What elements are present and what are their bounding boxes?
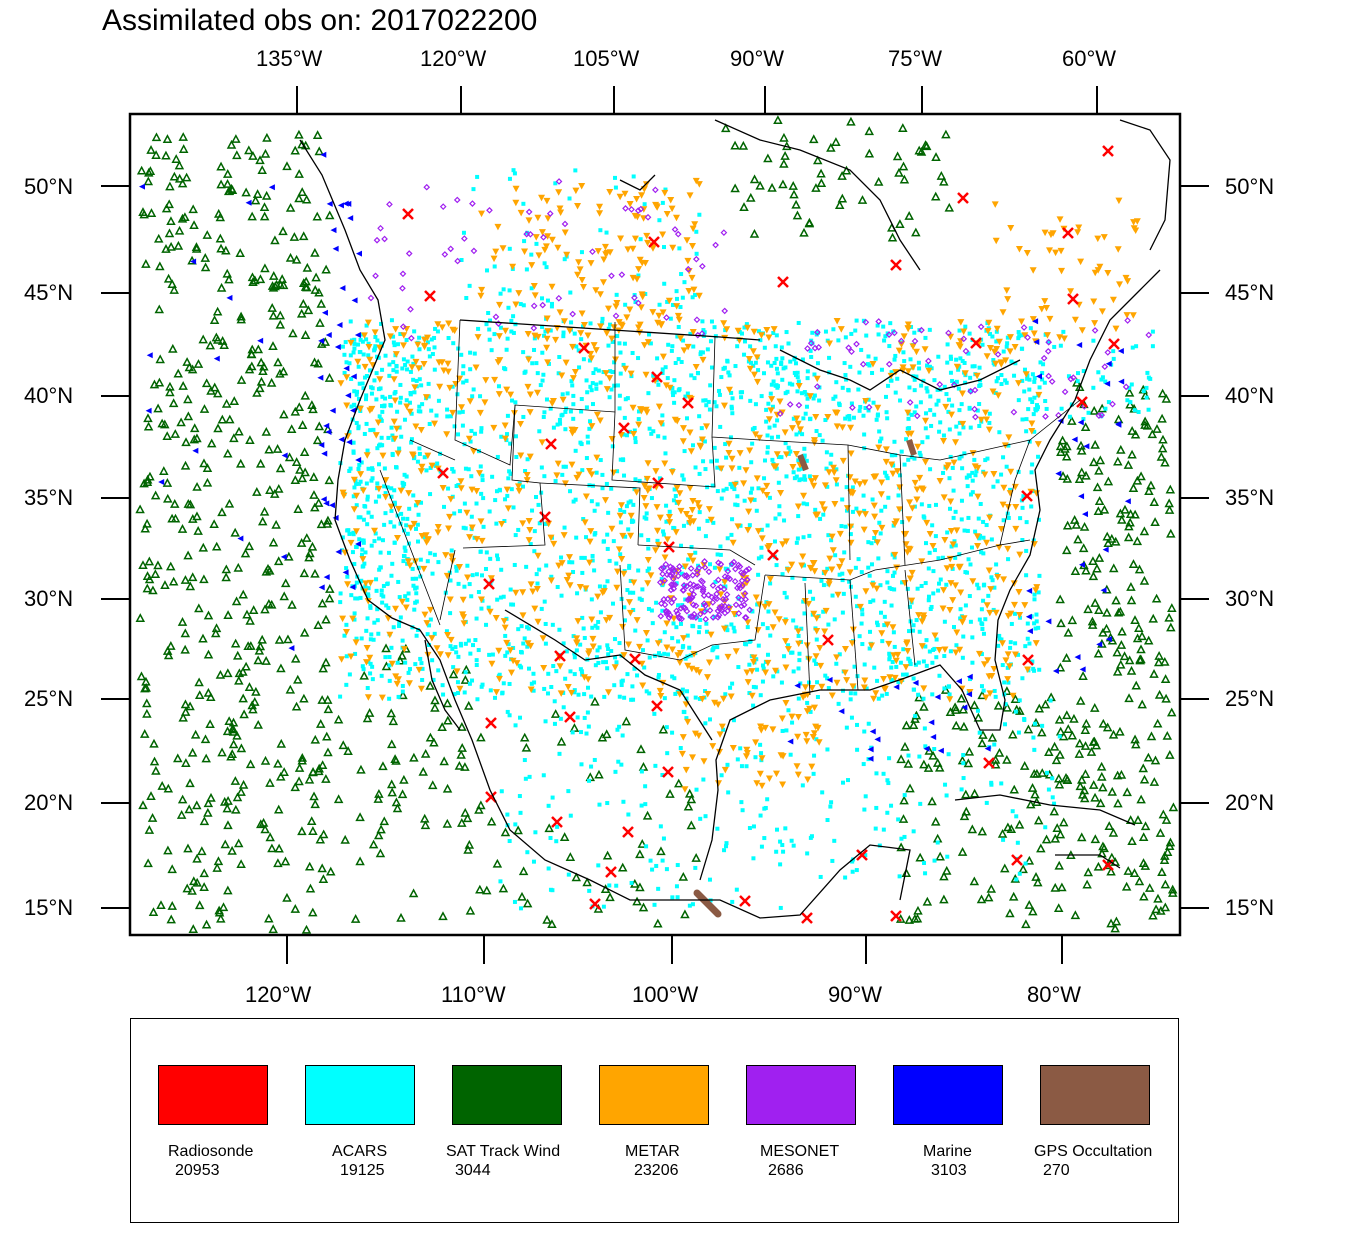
- bottom-lon-label: 110°W: [441, 982, 506, 1007]
- left-lat-label: 40°N: [24, 383, 74, 408]
- right-lat-label: 40°N: [1225, 383, 1275, 408]
- right-lat-label: 15°N: [1225, 895, 1275, 920]
- right-lat-label: 25°N: [1225, 686, 1275, 711]
- right-lat-label: 30°N: [1225, 586, 1275, 611]
- legend-label-radiosonde: Radiosonde: [168, 1143, 254, 1160]
- legend-swatch-gps-occultation: [1040, 1065, 1150, 1125]
- legend: [130, 1018, 1179, 1223]
- legend-label-sat-track-wind: SAT Track Wind: [446, 1143, 561, 1160]
- legend-count-metar: 23206: [634, 1162, 679, 1179]
- top-lon-label: 90°W: [730, 46, 785, 71]
- legend-count-mesonet: 2686: [768, 1162, 804, 1179]
- legend-swatch-acars: [305, 1065, 415, 1125]
- legend-swatch-sat-track-wind: [452, 1065, 562, 1125]
- left-lat-label: 35°N: [24, 485, 74, 510]
- page-title: Assimilated obs on: 2017022200: [102, 4, 538, 37]
- top-lon-label: 135°W: [256, 46, 323, 71]
- left-lat-label: 45°N: [24, 280, 74, 305]
- legend-count-acars: 19125: [340, 1162, 385, 1179]
- state-boundaries: [379, 319, 1081, 696]
- right-lat-label: 35°N: [1225, 485, 1275, 510]
- legend-swatch-radiosonde: [158, 1065, 268, 1125]
- bottom-lon-label: 90°W: [828, 982, 883, 1007]
- legend-count-sat-track-wind: 3044: [455, 1162, 491, 1179]
- observation-layer: [135, 115, 1179, 934]
- top-lon-label: 120°W: [420, 46, 487, 71]
- bottom-lon-label: 120°W: [245, 982, 312, 1007]
- legend-swatch-metar: [599, 1065, 709, 1125]
- left-lat-label: 15°N: [24, 895, 74, 920]
- legend-count-gps-occultation: 270: [1043, 1162, 1070, 1179]
- legend-swatch-mesonet: [746, 1065, 856, 1125]
- left-lat-label: 50°N: [24, 174, 74, 199]
- top-lon-label: 75°W: [888, 46, 943, 71]
- top-lon-label: 60°W: [1062, 46, 1117, 71]
- map-frame: [128, 112, 1182, 937]
- legend-label-gps-occultation: GPS Occultation: [1034, 1143, 1153, 1160]
- coastline-outline: [299, 119, 1171, 919]
- legend-count-radiosonde: 20953: [175, 1162, 220, 1179]
- legend-swatch-marine: [893, 1065, 1003, 1125]
- bottom-lon-label: 100°W: [632, 982, 699, 1007]
- left-lat-label: 30°N: [24, 586, 74, 611]
- bottom-lon-label: 80°W: [1027, 982, 1082, 1007]
- right-lat-label: 45°N: [1225, 280, 1275, 305]
- right-lat-label: 20°N: [1225, 790, 1275, 815]
- left-lat-label: 20°N: [24, 790, 74, 815]
- right-lat-label: 50°N: [1225, 174, 1275, 199]
- legend-label-metar: METAR: [625, 1143, 680, 1160]
- legend-label-acars: ACARS: [332, 1143, 388, 1160]
- axis-ticks: [101, 86, 1209, 964]
- left-lat-label: 25°N: [24, 686, 74, 711]
- legend-label-mesonet: MESONET: [760, 1143, 840, 1160]
- legend-count-marine: 3103: [931, 1162, 967, 1179]
- legend-label-marine: Marine: [923, 1143, 972, 1160]
- top-lon-label: 105°W: [573, 46, 640, 71]
